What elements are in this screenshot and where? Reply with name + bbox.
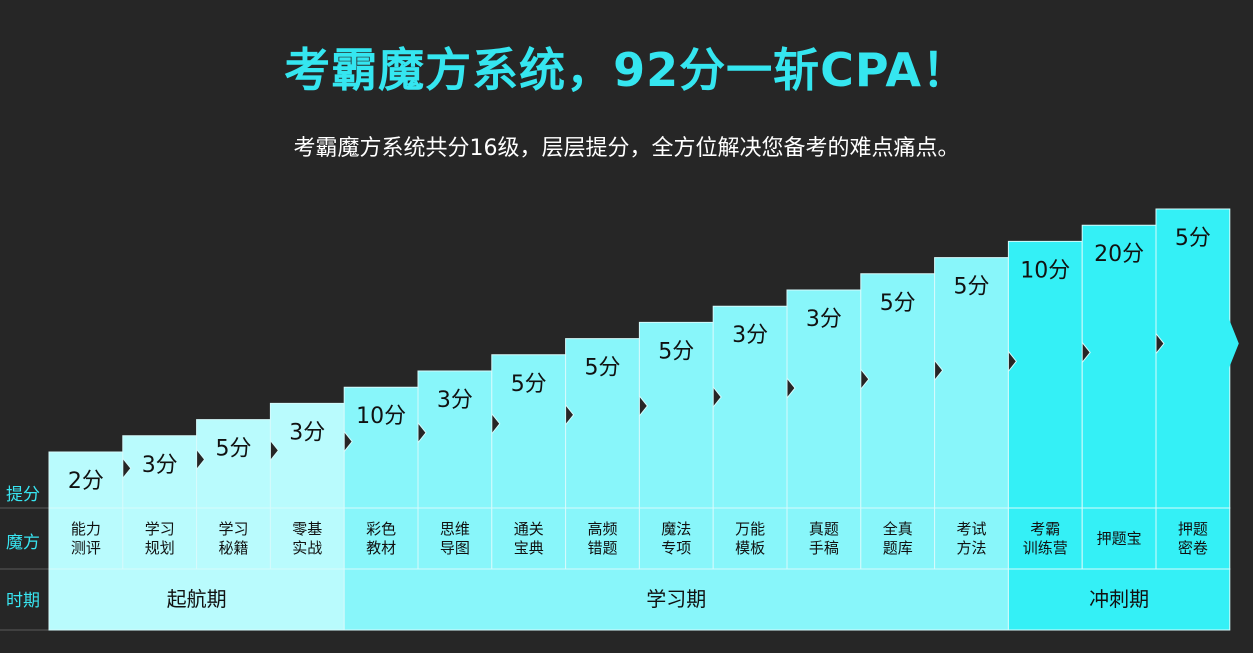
score-label: 3分 (437, 388, 473, 413)
page-title: 考霸魔方系统，92分一斩CPA！ (284, 43, 969, 97)
cube-name: 学习秘籍 (218, 520, 248, 557)
score-label: 5分 (585, 356, 621, 381)
score-label: 3分 (289, 420, 325, 445)
cube-cell (122, 507, 198, 570)
period-cell (1007, 568, 1231, 631)
period-label: 起航期 (167, 587, 227, 611)
cube-cell (491, 507, 567, 570)
score-bar (1155, 208, 1231, 509)
cube-name: 思维导图 (440, 520, 470, 557)
score-label: 3分 (142, 453, 178, 478)
period-cell (343, 568, 1009, 631)
score-label: 5分 (658, 339, 694, 364)
cube-name: 能力测评 (71, 520, 101, 557)
cube-name: 彩色教材 (366, 520, 396, 557)
score-label: 2分 (68, 469, 104, 494)
cube-cell (1155, 507, 1231, 570)
score-label: 5分 (954, 275, 990, 300)
cube-name: 万能模板 (735, 520, 765, 557)
cube-name: 通关宝典 (514, 520, 544, 557)
cube-cell (638, 507, 714, 570)
cube-name: 考霸训练营 (1023, 520, 1068, 557)
score-label: 10分 (1020, 258, 1070, 283)
score-bar (196, 419, 271, 509)
cube-cell (565, 507, 640, 570)
score-bar (269, 402, 345, 509)
cube-name: 学习规划 (145, 520, 175, 557)
score-label: 5分 (880, 291, 916, 316)
cube-cell (1007, 507, 1083, 570)
row-label-period: 时期 (6, 591, 40, 611)
score-label: 3分 (732, 323, 768, 348)
cube-name: 真题手稿 (809, 520, 839, 557)
arrow-tip (1228, 318, 1239, 369)
cube-name: 考试方法 (956, 520, 986, 557)
cube-name: 零基实战 (292, 520, 322, 557)
score-bar (48, 451, 124, 509)
cube-cell (196, 507, 271, 570)
score-bar (1081, 224, 1157, 509)
score-label: 3分 (806, 307, 842, 332)
cube-name: 押题宝 (1097, 530, 1142, 548)
cube-name: 魔法专项 (661, 520, 691, 557)
score-label: 5分 (511, 372, 547, 397)
period-label: 学习期 (646, 587, 706, 611)
cube-name: 押题密卷 (1178, 520, 1208, 557)
cube-name: 高频错题 (587, 520, 617, 557)
row-label-score: 提分 (6, 485, 40, 505)
period-cell (48, 568, 345, 631)
score-label: 5分 (216, 437, 252, 462)
cube-name: 全真题库 (883, 520, 913, 557)
page-subtitle: 考霸魔方系统共分16级，层层提分，全方位解决您备考的难点痛点。 (293, 136, 960, 161)
cube-cell (343, 507, 419, 570)
period-label: 冲刺期 (1089, 587, 1149, 611)
row-label-cube: 魔方 (6, 533, 40, 553)
cube-cell (934, 507, 1009, 570)
score-label: 5分 (1175, 226, 1211, 251)
score-label: 20分 (1094, 242, 1144, 267)
cube-cell (786, 507, 862, 570)
score-label: 10分 (356, 404, 406, 429)
cube-cell (712, 507, 788, 570)
